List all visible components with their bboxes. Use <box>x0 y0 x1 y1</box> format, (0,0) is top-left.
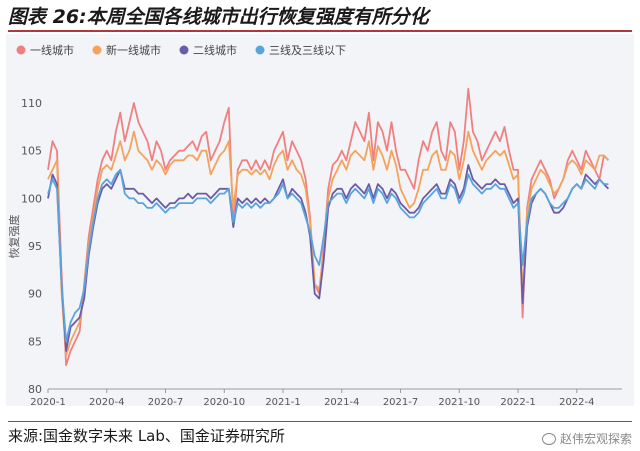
x-tick-label: 2021-7 <box>383 397 418 406</box>
legend-marker <box>16 45 26 55</box>
source-divider <box>8 421 632 422</box>
title-divider <box>8 30 632 32</box>
y-tick-label: 110 <box>21 97 42 110</box>
y-tick-label: 80 <box>28 383 42 396</box>
y-tick-label: 95 <box>28 240 42 253</box>
watermark: 赵伟宏观探索 <box>541 430 632 447</box>
chart-title: 图表 26:本周全国各线城市出行恢复强度有所分化 <box>8 6 429 28</box>
legend-label: 新一线城市 <box>106 43 161 57</box>
legend-marker <box>92 45 102 55</box>
x-tick-label: 2020-4 <box>89 397 124 406</box>
x-tick-label: 2022-4 <box>559 397 594 406</box>
y-tick-label: 105 <box>21 145 42 158</box>
y-tick-label: 85 <box>28 335 42 348</box>
legend-marker <box>179 45 189 55</box>
series-line <box>47 87 610 367</box>
line-chart: 80 85 90 95 100 105 110 2020-1 2020-4 2020-7 2020-… <box>7 43 622 406</box>
legend-label: 二线城市 <box>193 43 237 57</box>
series-line <box>47 130 610 357</box>
x-tick-label: 2020-1 <box>30 397 65 406</box>
x-tick-label: 2021-1 <box>265 397 300 406</box>
x-tick-label: 2020-7 <box>148 397 183 406</box>
legend-label: 三线及三线以下 <box>269 43 346 57</box>
x-tick-label: 2021-10 <box>438 397 480 406</box>
source-note: 来源:国金数字未来 Lab、国金证券研究所 <box>8 427 285 445</box>
legend-marker <box>255 45 265 55</box>
legend-label: 一线城市 <box>30 43 74 57</box>
x-tick-label: 2021-4 <box>324 397 359 406</box>
x-tick-label: 2020-10 <box>203 397 245 406</box>
y-axis-label: 恢复强度 <box>7 215 21 259</box>
y-tick-label: 90 <box>28 288 42 301</box>
wechat-icon <box>541 432 556 445</box>
x-tick-label: 2022-1 <box>500 397 535 406</box>
watermark-text: 赵伟宏观探索 <box>559 432 632 446</box>
series-line <box>47 168 609 343</box>
y-tick-label: 100 <box>21 192 42 205</box>
